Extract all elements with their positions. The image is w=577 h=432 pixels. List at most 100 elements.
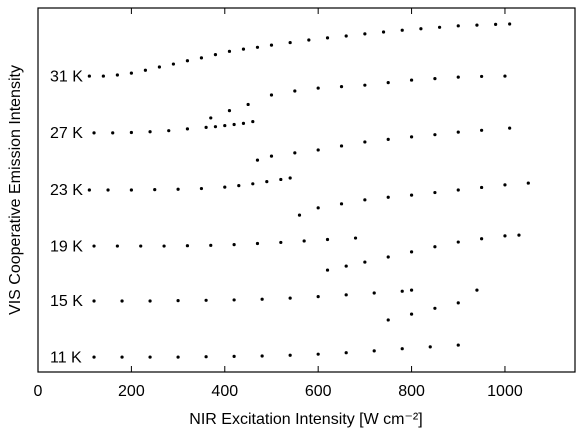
point — [265, 180, 269, 184]
point — [92, 355, 96, 359]
series-label: 11 K — [50, 349, 82, 366]
point — [269, 154, 274, 158]
point — [167, 129, 171, 133]
point — [288, 296, 292, 300]
point — [456, 301, 460, 305]
point — [92, 244, 96, 248]
point — [363, 32, 367, 36]
point — [227, 109, 232, 113]
point — [143, 68, 147, 72]
point — [185, 127, 190, 131]
point — [480, 185, 484, 190]
point — [372, 291, 376, 295]
point — [307, 38, 311, 42]
point — [386, 137, 390, 142]
point — [456, 24, 460, 28]
point — [101, 74, 105, 78]
point — [227, 49, 232, 53]
point — [433, 245, 437, 249]
point — [176, 299, 180, 303]
point — [115, 73, 119, 77]
point — [503, 234, 507, 238]
point — [237, 184, 241, 188]
point — [293, 89, 297, 93]
point — [437, 25, 442, 29]
point — [344, 293, 348, 297]
point — [494, 22, 498, 26]
point — [325, 268, 330, 272]
point — [251, 182, 255, 186]
point — [185, 244, 190, 248]
point — [92, 299, 96, 303]
point — [480, 237, 484, 241]
point — [409, 78, 414, 82]
point — [400, 347, 404, 351]
point — [148, 355, 152, 359]
x-tick-label: 1000 — [487, 383, 523, 400]
point — [433, 190, 437, 195]
point — [456, 240, 460, 244]
x-tick-label: 200 — [118, 383, 145, 400]
point — [339, 202, 344, 206]
point — [409, 312, 414, 316]
point — [269, 43, 274, 47]
point — [269, 93, 274, 97]
point — [232, 298, 236, 302]
x-tick-label: 400 — [211, 383, 238, 400]
point — [185, 59, 190, 63]
x-tick-label: 600 — [305, 383, 332, 400]
point — [409, 193, 414, 197]
point — [106, 188, 110, 192]
point — [148, 130, 152, 134]
point — [344, 34, 348, 38]
point — [409, 288, 414, 292]
point — [344, 264, 348, 268]
point — [111, 131, 115, 135]
point — [129, 71, 133, 75]
point — [503, 183, 507, 187]
point — [339, 144, 344, 148]
x-axis-title: NIR Excitation Intensity [W cm⁻²] — [189, 411, 422, 428]
x-tick-label: 800 — [398, 383, 425, 400]
point — [139, 244, 143, 248]
point — [288, 176, 292, 180]
point — [517, 233, 521, 237]
point — [480, 128, 484, 132]
point — [372, 349, 376, 353]
point — [176, 355, 180, 359]
point — [508, 126, 512, 130]
point — [386, 81, 390, 85]
point — [153, 188, 157, 192]
point — [279, 240, 283, 245]
point — [246, 102, 250, 107]
point — [288, 353, 292, 357]
point — [204, 298, 208, 302]
point — [162, 244, 166, 248]
point — [363, 198, 367, 202]
point — [288, 40, 292, 45]
point — [204, 355, 208, 359]
point — [325, 237, 330, 242]
point — [241, 121, 246, 125]
point — [508, 22, 512, 26]
series-label: 23 K — [50, 182, 83, 199]
x-tick-label: 0 — [34, 383, 43, 400]
point — [209, 243, 213, 247]
series-label: 31 K — [50, 68, 83, 85]
point — [400, 289, 404, 293]
point — [433, 306, 437, 310]
point — [433, 77, 437, 81]
point — [297, 213, 302, 217]
series-label: 19 K — [50, 238, 83, 255]
point — [199, 56, 204, 60]
point — [92, 131, 96, 135]
point — [409, 250, 414, 254]
point — [209, 116, 213, 120]
point — [232, 243, 236, 247]
point — [213, 52, 218, 57]
point — [293, 151, 297, 155]
point — [255, 241, 260, 246]
point — [316, 206, 320, 210]
series-label: 27 K — [50, 125, 83, 142]
